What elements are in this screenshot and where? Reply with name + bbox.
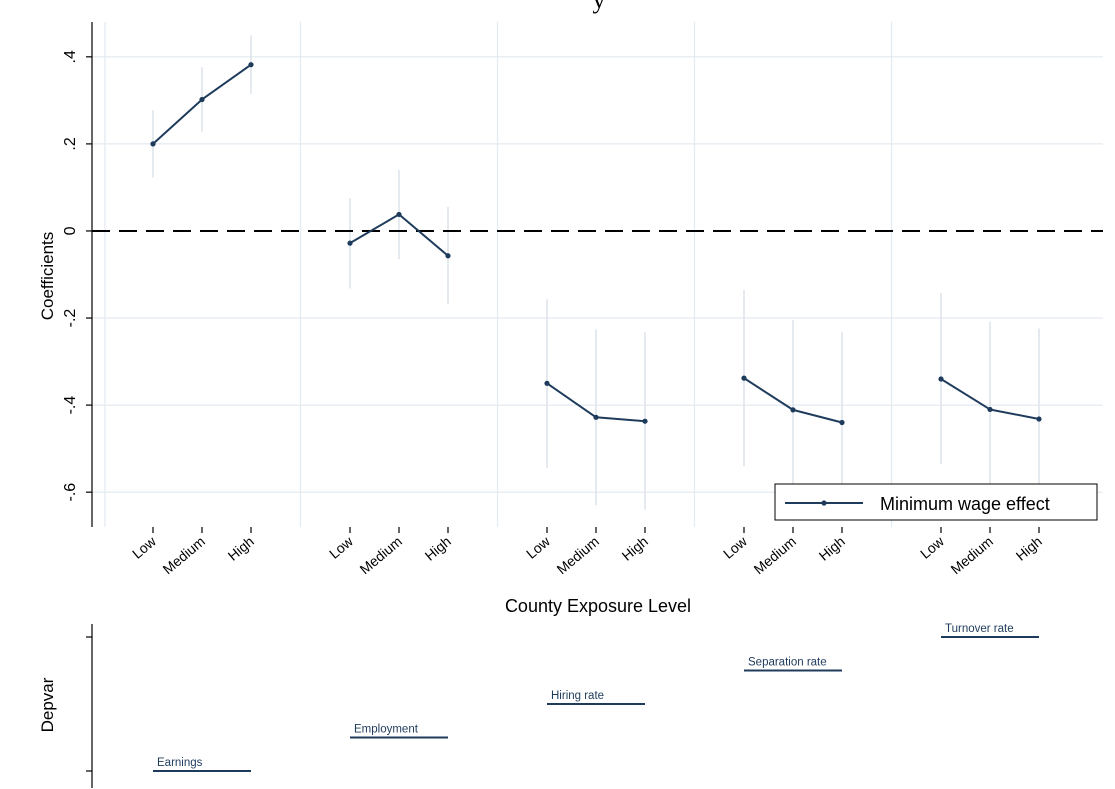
data-point (347, 240, 353, 246)
series-segment (595, 416, 646, 423)
x-tick-label: Medium (750, 533, 798, 577)
depvar-axis-label: Depvar (38, 677, 57, 732)
grid-lines (92, 22, 1103, 527)
x-tick-label: Low (917, 532, 948, 561)
depvar-label: Turnover rate (945, 623, 1014, 635)
x-axis-ticks: Low Medium High Low Medium High Low Medium High L… (129, 527, 1045, 577)
depvar-label: Separation rate (748, 657, 827, 669)
y-axis-ticks: .4 .2 0 -.2 -.4 -.6 (62, 50, 92, 502)
x-tick-label: High (422, 533, 454, 564)
data-point (839, 419, 845, 426)
x-tick-label: High (1013, 533, 1045, 564)
series-segment (989, 408, 1040, 421)
x-tick-label: High (225, 533, 257, 564)
series-segment (792, 408, 843, 424)
data-point (987, 406, 993, 413)
x-tick-label: Medium (159, 533, 207, 577)
y-tick-label: .2 (62, 137, 79, 150)
x-tick-label: Medium (553, 533, 601, 577)
series-segment (201, 63, 252, 101)
data-point (248, 62, 254, 68)
chart-title: y (593, 0, 606, 14)
series-points (150, 62, 1042, 426)
data-point (396, 211, 402, 218)
legend-marker (821, 500, 827, 506)
data-point (593, 414, 599, 420)
x-tick-label: High (619, 533, 651, 564)
data-point (1036, 416, 1042, 422)
data-point (790, 407, 796, 413)
depvar-label: Hiring rate (551, 690, 604, 702)
data-point (544, 380, 550, 386)
data-point (445, 253, 451, 259)
series-segment (743, 377, 794, 411)
x-tick-label: Medium (356, 533, 404, 577)
y-tick-label: -.6 (62, 483, 79, 502)
depvar-label: Employment (354, 724, 419, 736)
x-tick-label: Low (523, 532, 554, 561)
x-axis-label: County Exposure Level (505, 596, 691, 616)
data-point (741, 375, 747, 381)
y-tick-label: -.2 (62, 309, 79, 328)
data-point (938, 376, 944, 382)
legend: Minimum wage effect (774, 483, 1098, 521)
y-tick-label: -.4 (62, 396, 79, 415)
data-point (642, 418, 648, 424)
depvar-label: Earnings (157, 757, 203, 769)
x-tick-label: Medium (947, 533, 995, 577)
x-tick-label: Low (129, 532, 160, 561)
series-segment (152, 98, 203, 145)
legend-label: Minimum wage effect (880, 494, 1050, 514)
confidence-intervals (152, 35, 1040, 512)
x-tick-label: Low (720, 532, 751, 561)
y-axis-label: Coefficients (38, 232, 57, 321)
y-tick-label: 0 (62, 226, 79, 235)
series-segment (398, 213, 449, 257)
series-segment (349, 213, 400, 245)
y-tick-label: .4 (62, 50, 79, 63)
data-point (199, 96, 205, 103)
series-segment (546, 382, 597, 419)
data-point (150, 141, 156, 147)
series-lines (152, 63, 1040, 424)
depvar-panel: Earnings Employment Hiring rate Separation … (153, 623, 1039, 772)
series-segment (940, 378, 991, 411)
x-tick-label: Low (326, 532, 357, 561)
x-tick-label: High (816, 533, 848, 564)
